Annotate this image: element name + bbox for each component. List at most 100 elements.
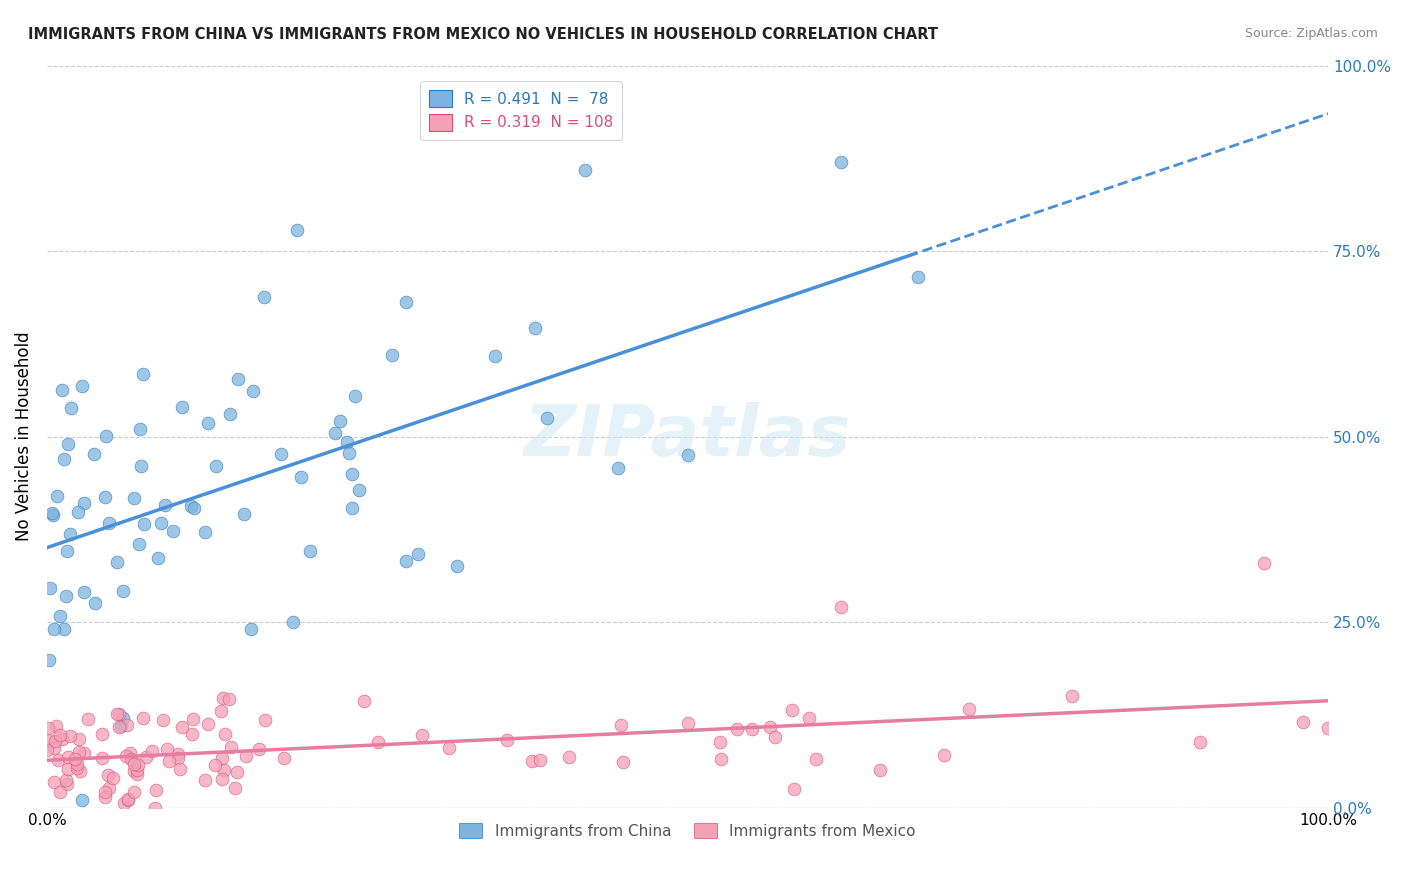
Point [180, 500, 202, 514]
Point [247, 742, 270, 756]
Point [122, 491, 145, 506]
Point [73, 496, 96, 510]
Point [181, 713, 204, 727]
Point [181, 727, 204, 741]
Point [148, 551, 170, 566]
Point [395, 554, 418, 568]
Point [353, 694, 375, 708]
Point [67, 731, 90, 746]
Text: IMMIGRANTS FROM CHINA VS IMMIGRANTS FROM MEXICO NO VEHICLES IN HOUSEHOLD CORRELA: IMMIGRANTS FROM CHINA VS IMMIGRANTS FROM… [28, 27, 938, 42]
Point [45, 718, 67, 732]
Point [214, 727, 236, 741]
Point [367, 735, 389, 749]
Point [329, 414, 352, 428]
Point [63, 752, 86, 766]
Point [70, 379, 93, 393]
Point [957, 702, 980, 716]
Point [221, 739, 243, 754]
Point [49, 728, 72, 742]
Point [676, 448, 699, 462]
Point [127, 757, 149, 772]
Point [211, 772, 233, 786]
Point [349, 483, 371, 497]
Point [59, 729, 82, 743]
Point [783, 781, 806, 796]
Point [337, 446, 360, 460]
Point [129, 422, 152, 436]
Point [240, 623, 263, 637]
Point [44, 775, 66, 789]
Point [233, 507, 256, 521]
Point [156, 742, 179, 756]
Point [166, 751, 188, 765]
Point [42, 508, 65, 523]
Point [830, 600, 852, 615]
Point [381, 348, 404, 362]
Point [37, 732, 59, 747]
Point [122, 764, 145, 779]
Point [128, 537, 150, 551]
Point [44, 733, 66, 747]
Point [111, 711, 134, 725]
Point [336, 435, 359, 450]
Point [51, 731, 73, 746]
Point [170, 720, 193, 734]
Point [145, 783, 167, 797]
Point [676, 716, 699, 731]
Point [59, 527, 82, 541]
Point [1291, 715, 1313, 730]
Point [105, 555, 128, 569]
Point [932, 747, 955, 762]
Point [132, 517, 155, 532]
Point [194, 773, 217, 788]
Point [170, 400, 193, 414]
Point [193, 525, 215, 540]
Point [112, 797, 135, 811]
Point [323, 426, 346, 441]
Point [725, 722, 748, 736]
Point [132, 367, 155, 381]
Point [290, 470, 312, 484]
Point [143, 801, 166, 815]
Point [96, 429, 118, 443]
Point [94, 785, 117, 799]
Point [53, 622, 76, 636]
Point [741, 723, 763, 737]
Point [340, 501, 363, 516]
Y-axis label: No Vehicles in Household: No Vehicles in Household [15, 332, 32, 541]
Point [127, 763, 149, 777]
Point [42, 622, 65, 636]
Point [66, 761, 89, 775]
Point [135, 749, 157, 764]
Point [41, 506, 63, 520]
Point [67, 745, 90, 759]
Point [166, 747, 188, 761]
Point [395, 295, 418, 310]
Point [56, 544, 79, 558]
Point [253, 290, 276, 304]
Point [120, 752, 142, 766]
Point [51, 383, 73, 397]
Text: ZIPatlas: ZIPatlas [524, 402, 851, 471]
Point [1188, 735, 1211, 749]
Point [53, 452, 76, 467]
Point [610, 717, 633, 731]
Point [49, 609, 72, 624]
Point [94, 789, 117, 804]
Point [536, 411, 558, 425]
Text: Source: ZipAtlas.com: Source: ZipAtlas.com [1244, 27, 1378, 40]
Point [439, 740, 461, 755]
Point [94, 490, 117, 504]
Point [830, 155, 852, 169]
Point [42, 740, 65, 755]
Point [763, 731, 786, 745]
Point [235, 749, 257, 764]
Point [150, 516, 173, 530]
Point [127, 767, 149, 781]
Point [97, 768, 120, 782]
Point [799, 711, 821, 725]
Point [558, 749, 581, 764]
Point [340, 467, 363, 482]
Point [224, 780, 246, 795]
Point [1060, 690, 1083, 704]
